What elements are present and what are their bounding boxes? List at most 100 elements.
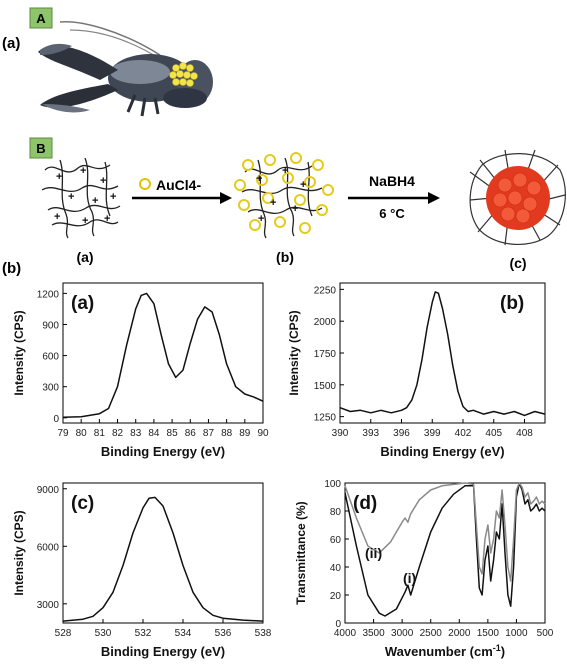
stage-label-c: (c): [509, 255, 526, 271]
x-tick-label: 1500: [477, 628, 500, 639]
y-tick-label: 900: [42, 320, 59, 331]
svg-text:+: +: [292, 203, 298, 215]
svg-text:+: +: [300, 179, 306, 191]
x-tick-label: 530: [95, 628, 112, 639]
y-tick-label: 60: [330, 535, 342, 546]
box-b: [29, 137, 53, 159]
x-tick-label: 79: [57, 428, 69, 439]
x-tick-label: 532: [135, 628, 152, 639]
annotation-i: (i): [403, 570, 416, 586]
charts-group: 79 80 81 82 83 84 85 86 87 88 89 9003006009001200Bi…: [12, 282, 554, 659]
x-tick-label: 534: [175, 628, 192, 639]
part-b-label: (b): [2, 260, 21, 277]
x-tick-label: 86: [185, 428, 197, 439]
x-axis-label: Binding Energy (eV): [380, 444, 504, 459]
series-line-1: [62, 292, 264, 419]
x-tick-label: 393: [362, 428, 379, 439]
box-b-label: B: [36, 141, 45, 156]
svg-text:+: +: [104, 213, 110, 225]
y-tick-label: 300: [42, 383, 59, 394]
svg-text:+: +: [270, 197, 276, 209]
nanoparticle-cluster: [469, 149, 566, 246]
plus-charges-b: +++ + ++: [256, 165, 306, 225]
x-tick-label: 4000: [334, 628, 357, 639]
box-a-label: A: [36, 11, 46, 26]
x-tick-label: 90: [257, 428, 269, 439]
x-tick-label: 396: [393, 428, 410, 439]
plot-frame: [62, 282, 264, 424]
svg-text:+: +: [68, 191, 74, 203]
part-a-label: (a): [2, 35, 20, 52]
series-line-1: [339, 291, 546, 417]
svg-text:+: +: [80, 165, 86, 177]
y-tick-label: 6000: [37, 542, 60, 553]
svg-text:+: +: [54, 211, 60, 223]
y-tick-label: 1750: [314, 349, 337, 360]
stage-label-b: (b): [276, 249, 294, 265]
y-axis-label: Intensity (CPS): [12, 310, 26, 395]
gold-ions: [234, 152, 334, 234]
reagent-2: NaBH4: [369, 173, 415, 189]
panel-label: (c): [71, 493, 94, 514]
x-tick-label: 3000: [391, 628, 414, 639]
y-tick-label: 1200: [37, 289, 60, 300]
y-axis-label: Transmittance (%): [294, 501, 308, 604]
annotation-ii: (ii): [365, 545, 382, 561]
y-tick-label: 20: [330, 591, 342, 602]
x-tick-label: 81: [94, 428, 106, 439]
chart-panel-1: 79 80 81 82 83 84 85 86 87 88 89 9003006009001200Bi…: [12, 282, 269, 459]
arrow-1-head: [220, 192, 232, 204]
x-axis-label: Binding Energy (eV): [101, 444, 225, 459]
y-tick-label: 40: [330, 563, 342, 574]
chart-panel-2: 390 393 396 399 402 405 408 1250 1500 1750 2000 225…: [287, 282, 546, 459]
y-tick-label: 0: [53, 414, 59, 425]
y-tick-label: 2000: [314, 317, 337, 328]
au-ion-icon: [139, 178, 151, 190]
x-tick-label: 405: [485, 428, 502, 439]
x-tick-label: 89: [239, 428, 251, 439]
svg-text:+: +: [100, 175, 106, 187]
chart-panel-3: 528 530 532 534 536 538 3000 6000 9000 Binding En…: [12, 482, 272, 659]
x-tick-label: 2000: [448, 628, 471, 639]
x-axis-label: Binding Energy (eV): [101, 644, 225, 659]
y-tick-label: 100: [324, 479, 341, 490]
box-a: [29, 7, 53, 29]
x-tick-label: 399: [424, 428, 441, 439]
reagent-1: AuCl4-: [156, 177, 201, 193]
y-tick-label: 80: [330, 507, 342, 518]
y-tick-label: 9000: [37, 485, 60, 496]
plus-charges-a: + ++ + + + + + +: [54, 165, 116, 227]
y-tick-label: 2250: [314, 285, 337, 296]
panel-label: (b): [500, 293, 524, 314]
x-tick-label: 536: [215, 628, 232, 639]
y-tick-label: 1250: [314, 413, 337, 424]
x-tick-label: 3500: [362, 628, 385, 639]
x-tick-label: 2500: [420, 628, 443, 639]
chart-panel-4: 4000 3500 3000 2500 2000 1500 1000 500 0 20 40 60 80…: [294, 479, 554, 659]
polymer-network-a: [41, 157, 121, 239]
svg-text:+: +: [56, 171, 62, 183]
x-tick-label: 80: [76, 428, 88, 439]
series-line-1: [344, 482, 546, 617]
series-line-1: [62, 496, 264, 622]
svg-text:+: +: [92, 195, 98, 207]
x-tick-label: 83: [130, 428, 142, 439]
y-axis-label: Intensity (CPS): [12, 510, 26, 595]
x-tick-label: 85: [167, 428, 179, 439]
x-tick-label: 1000: [505, 628, 528, 639]
x-tick-label: 390: [332, 428, 349, 439]
x-tick-label: 82: [112, 428, 124, 439]
temperature: 6 °C: [379, 206, 405, 221]
svg-text:+: +: [110, 191, 116, 203]
svg-text:+: +: [258, 213, 264, 225]
x-tick-label: 528: [55, 628, 72, 639]
plot-frame: [344, 482, 546, 624]
x-axis-label: Wavenumber (cm-1): [385, 643, 505, 659]
arrow-2-head: [428, 192, 440, 204]
svg-text:+: +: [256, 173, 262, 185]
svg-text:+: +: [82, 215, 88, 227]
y-axis-label: Intensity (CPS): [287, 310, 301, 395]
y-tick-label: 1500: [314, 381, 337, 392]
panel-label: (a): [71, 293, 94, 314]
